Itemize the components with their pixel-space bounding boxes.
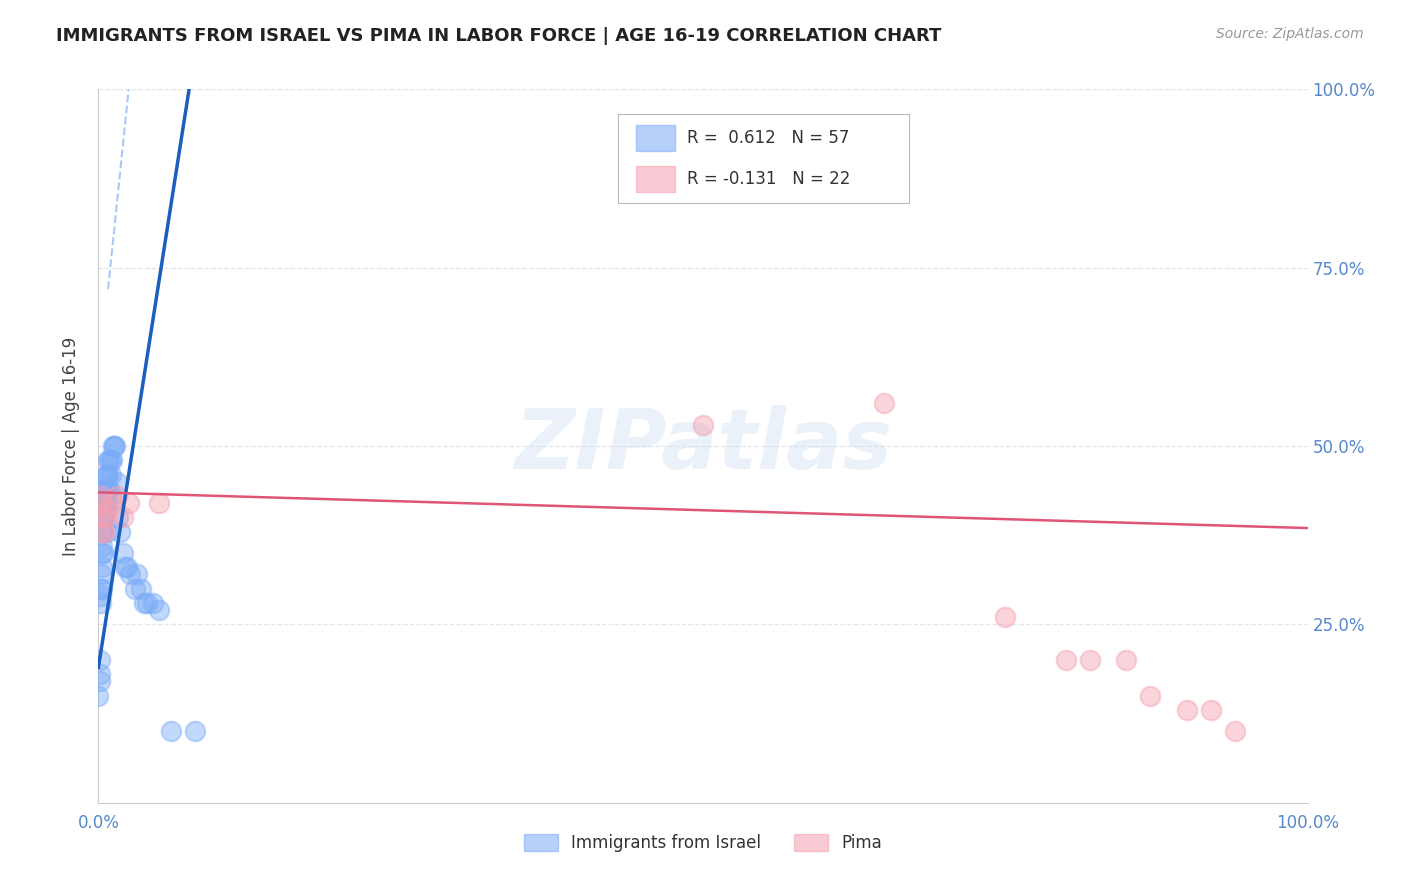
Point [127, 567, 149, 582]
Point [91, 496, 114, 510]
Point [111, 510, 134, 524]
Point [117, 560, 139, 574]
Point [93, 489, 115, 503]
Point [91, 560, 114, 574]
Point [105, 475, 128, 489]
FancyBboxPatch shape [619, 114, 908, 203]
Text: Source: ZipAtlas.com: Source: ZipAtlas.com [1216, 27, 1364, 41]
Point [89, 674, 111, 689]
Text: IMMIGRANTS FROM ISRAEL VS PIMA IN LABOR FORCE | AGE 16-19 CORRELATION CHART: IMMIGRANTS FROM ISRAEL VS PIMA IN LABOR … [56, 27, 942, 45]
Point [148, 603, 170, 617]
Point [114, 560, 136, 574]
Point [873, 396, 896, 410]
Point [94, 482, 117, 496]
Point [96, 496, 118, 510]
Point [93, 524, 115, 539]
Point [96, 524, 118, 539]
Point [1139, 689, 1161, 703]
Point [142, 596, 165, 610]
Point [93, 510, 115, 524]
Point [93, 482, 115, 496]
Point [1199, 703, 1222, 717]
Point [1175, 703, 1198, 717]
Point [90, 567, 112, 582]
Point [89, 653, 111, 667]
Point [91, 539, 114, 553]
Point [97, 482, 120, 496]
Point [91, 524, 114, 539]
Point [108, 524, 131, 539]
Point [98, 453, 121, 467]
Point [93, 496, 115, 510]
Point [90, 582, 112, 596]
Point [91, 510, 114, 524]
Point [148, 496, 170, 510]
Point [91, 582, 114, 596]
FancyBboxPatch shape [637, 126, 675, 151]
Text: ZIPatlas: ZIPatlas [515, 406, 891, 486]
Point [105, 489, 128, 503]
Point [91, 546, 114, 560]
Point [97, 453, 120, 467]
Point [104, 439, 127, 453]
Point [90, 596, 112, 610]
Point [107, 510, 129, 524]
Point [89, 667, 111, 681]
Legend: Immigrants from Israel, Pima: Immigrants from Israel, Pima [517, 827, 889, 859]
Point [96, 482, 118, 496]
Point [1054, 653, 1077, 667]
Point [103, 439, 125, 453]
Point [692, 417, 714, 432]
Point [124, 582, 146, 596]
Point [97, 467, 120, 482]
Point [91, 524, 114, 539]
Point [160, 724, 183, 739]
FancyBboxPatch shape [637, 167, 675, 192]
Point [111, 546, 134, 560]
Point [100, 453, 122, 467]
Point [129, 582, 152, 596]
Point [100, 496, 122, 510]
Point [184, 724, 207, 739]
Point [96, 467, 118, 482]
Point [101, 439, 124, 453]
Point [90, 589, 112, 603]
Point [1223, 724, 1246, 739]
Point [100, 453, 122, 467]
Point [98, 482, 121, 496]
Point [87, 689, 110, 703]
Point [94, 510, 117, 524]
Text: R = -0.131   N = 22: R = -0.131 N = 22 [688, 170, 851, 188]
Point [91, 510, 114, 524]
Text: R =  0.612   N = 57: R = 0.612 N = 57 [688, 129, 849, 147]
Point [91, 546, 114, 560]
Point [994, 610, 1017, 624]
Point [90, 489, 112, 503]
Point [118, 496, 141, 510]
Point [94, 467, 117, 482]
Point [89, 496, 111, 510]
Point [1078, 653, 1101, 667]
Point [100, 489, 122, 503]
Point [91, 510, 114, 524]
Point [134, 596, 156, 610]
Point [118, 567, 141, 582]
Point [135, 596, 157, 610]
Point [91, 524, 114, 539]
Y-axis label: In Labor Force | Age 16-19: In Labor Force | Age 16-19 [62, 336, 80, 556]
Point [94, 496, 117, 510]
Point [100, 467, 122, 482]
Point [96, 503, 118, 517]
Point [1115, 653, 1137, 667]
